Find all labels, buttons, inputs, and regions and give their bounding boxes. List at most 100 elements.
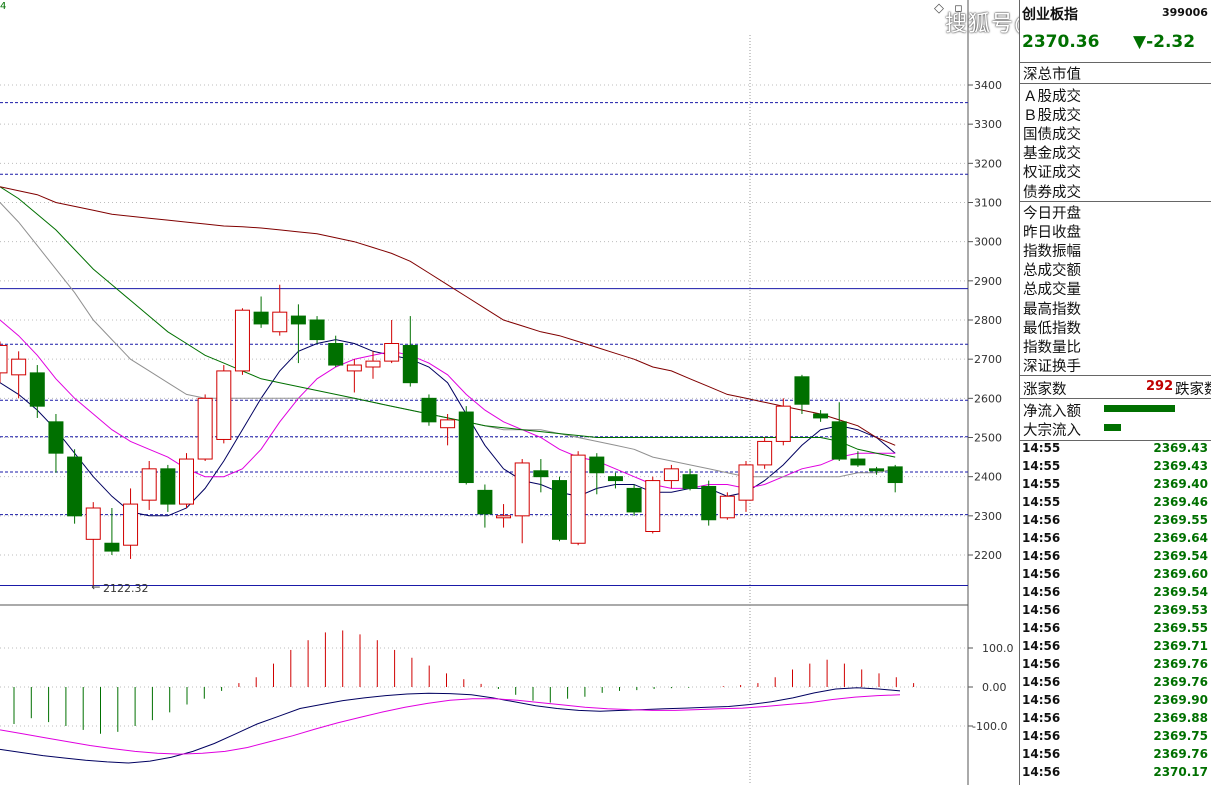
flow-bar: [1104, 424, 1121, 431]
diamond-icon[interactable]: ◇: [934, 1, 944, 16]
tick-row: 14:56 2369.60: [1020, 567, 1211, 585]
candle-body: [421, 397, 437, 423]
tick-row: 14:56 2369.75: [1020, 729, 1211, 747]
tick-time: 14:56: [1022, 549, 1061, 563]
macd-tick-label: -100.0: [972, 720, 1007, 733]
tick-row: 14:56 2369.71: [1020, 639, 1211, 657]
quote-header: 创业板指 399006 2370.36 ▼-2.32: [1020, 0, 1211, 63]
quote-field-label: 深总市值: [1023, 67, 1081, 83]
tick-time: 14:56: [1022, 639, 1061, 653]
tick-time: 14:56: [1022, 729, 1061, 743]
tick-value: 2369.64: [1153, 531, 1208, 545]
candle-body: [160, 468, 176, 505]
tick-row: 14:55 2369.40: [1020, 477, 1211, 495]
macd-axis: 100.0 0.00 -100.0: [968, 642, 1014, 733]
candle-body: [552, 480, 567, 540]
quote-field-label: 债券成交: [1023, 184, 1081, 201]
candle-body: [719, 495, 735, 519]
candle-body: [477, 489, 493, 515]
candle-body: [384, 343, 400, 362]
moving-average-lines: [0, 186, 896, 517]
candle-body: [346, 364, 362, 372]
candle-body: [663, 468, 679, 482]
candle-body: [775, 405, 791, 442]
tick-row: 14:56 2369.90: [1020, 693, 1211, 711]
price-axis: 2200 2300 2400 2500 2600 2700 2800 2900 3000 3100…: [968, 79, 1002, 562]
tick-value: 2369.75: [1153, 729, 1208, 743]
candle-body: [757, 440, 773, 466]
quote-section: 今日开盘 昨日收盘 指数振幅 总成交额 总成交量 最高指数 最低指数 指数量比 深证换手: [1020, 201, 1211, 376]
price-tick-label: 2700: [974, 353, 1002, 366]
candle-body: [234, 309, 250, 372]
quote-field-label: 基金成交: [1023, 146, 1081, 163]
tick-time: 14:56: [1022, 711, 1061, 725]
tick-value: 2369.60: [1153, 567, 1208, 581]
candle-body: [831, 421, 847, 460]
price-tick-label: 3400: [974, 79, 1002, 92]
tick-value: 2369.54: [1153, 585, 1208, 599]
tick-row: 14:56 2370.17: [1020, 765, 1211, 783]
advance-value: 292: [1146, 379, 1174, 394]
index-code: 399006: [1162, 6, 1208, 19]
quote-section: 深总市值: [1020, 62, 1211, 85]
candle-body: [514, 462, 530, 517]
candle-body: [67, 456, 83, 517]
low-price-label: 2122.32: [103, 582, 149, 595]
candle-body: [887, 466, 903, 484]
candle-body: [179, 458, 194, 505]
tick-value: 2369.43: [1153, 459, 1208, 473]
tick-time: 14:56: [1022, 513, 1061, 527]
window-restore-icon[interactable]: ▫: [954, 1, 963, 16]
price-change: ▼-2.32: [1133, 32, 1196, 52]
tick-time: 14:55: [1022, 477, 1061, 491]
corner-mark: 4: [0, 1, 7, 12]
quote-field-label: 国债成交: [1023, 127, 1081, 144]
tick-row: 14:56 2369.55: [1020, 513, 1211, 531]
candle-body: [850, 458, 866, 466]
candle-body: [29, 372, 45, 407]
candle-body: [607, 476, 623, 482]
tick-value: 2369.88: [1153, 711, 1208, 725]
tick-row: 14:56 2369.54: [1020, 585, 1211, 603]
candle-body: [328, 343, 344, 366]
flow-bar: [1104, 405, 1176, 412]
low-marker: ←: [91, 581, 100, 594]
price-tick-label: 2500: [974, 432, 1002, 445]
candle-body: [645, 480, 661, 533]
quote-panel: 创业板指 399006 2370.36 ▼-2.32 深总市值 Ａ股成交 Ｂ股成交国…: [1019, 0, 1211, 785]
candle-body: [869, 468, 885, 472]
tick-time: 14:56: [1022, 585, 1061, 599]
tick-time: 14:55: [1022, 495, 1061, 509]
tick-time: 14:56: [1022, 657, 1061, 671]
candle-body: [365, 360, 381, 368]
candle-body: [85, 507, 101, 540]
tick-row: 14:56 2369.64: [1020, 531, 1211, 549]
quote-field-label: 总成交额: [1023, 263, 1081, 280]
tick-row: 14:56 2369.55: [1020, 621, 1211, 639]
candle-body: [253, 311, 269, 325]
macd-panel: [0, 630, 968, 764]
tick-row: 14:56 2369.88: [1020, 711, 1211, 729]
price-tick-label: 2300: [974, 510, 1002, 523]
quote-section: Ａ股成交 Ｂ股成交 国债成交 基金成交 权证成交 债券成交: [1020, 84, 1211, 202]
tick-time: 14:55: [1022, 441, 1061, 455]
advance-decline-row: 涨家数 292 跌家数: [1020, 376, 1211, 399]
macd-tick-label: 0.00: [982, 681, 1007, 694]
candle-body: [682, 474, 698, 489]
tick-value: 2369.54: [1153, 549, 1208, 563]
tick-value: 2369.76: [1153, 657, 1208, 671]
quote-field-label: Ｂ股成交: [1023, 108, 1081, 125]
tick-value: 2369.53: [1153, 603, 1208, 617]
tick-value: 2369.71: [1153, 639, 1208, 653]
tick-time: 14:56: [1022, 621, 1061, 635]
fund-flow: 净流入额 大宗流入: [1020, 399, 1211, 441]
tick-value: 2369.90: [1153, 693, 1208, 707]
flow-label: 大宗流入: [1023, 423, 1081, 439]
tick-value: 2369.43: [1153, 441, 1208, 455]
quote-field-label: 最低指数: [1023, 320, 1081, 337]
kline-chart[interactable]: ← 2200 2300 2400 2500 2600 2700 2800 2900 3000 31…: [0, 0, 1019, 785]
candle-body: [794, 376, 810, 405]
macd-tick-label: 100.0: [982, 642, 1014, 655]
price-tick-label: 3100: [974, 197, 1002, 210]
tick-row: 14:56 2369.54: [1020, 549, 1211, 567]
